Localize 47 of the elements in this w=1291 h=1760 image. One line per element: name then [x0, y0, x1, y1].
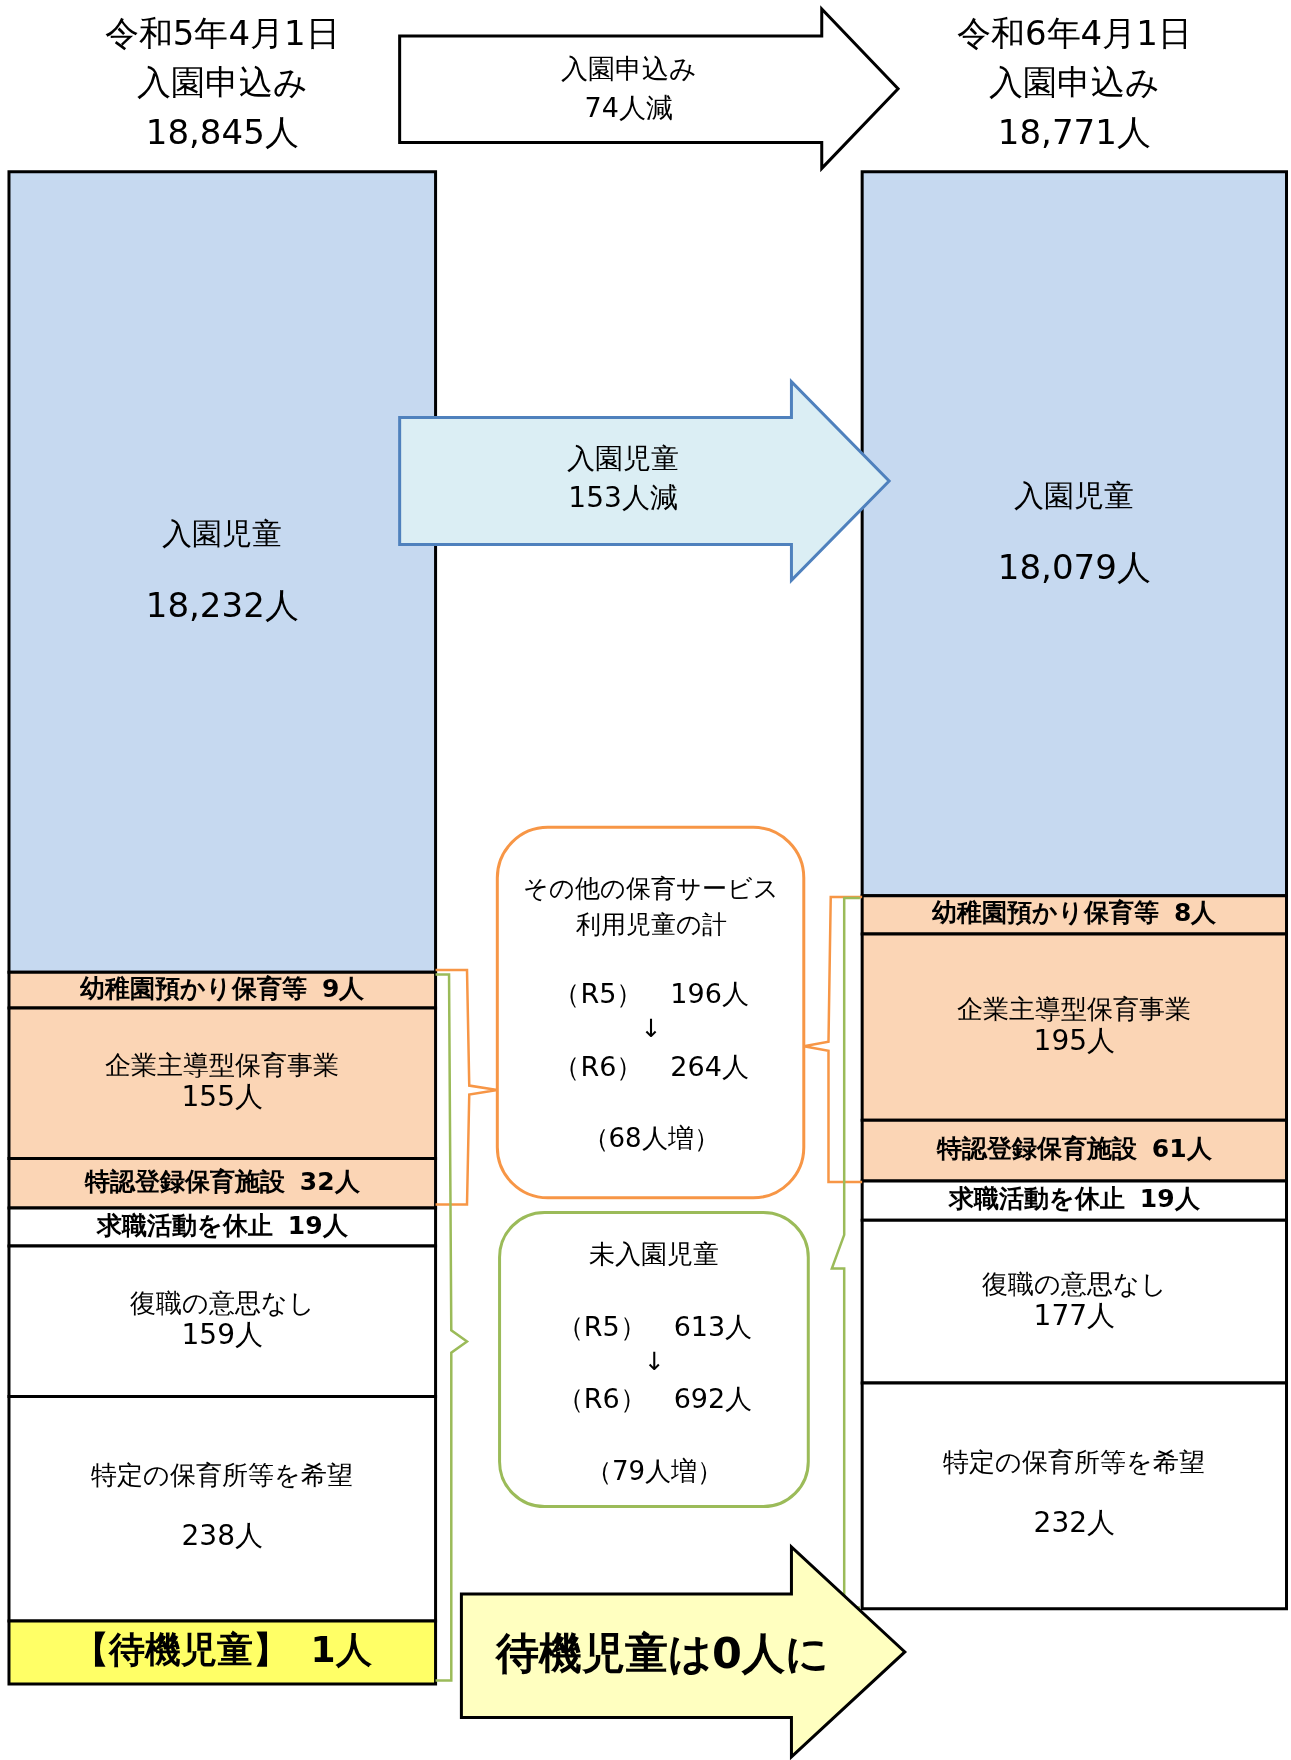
category-label: 令和5年4月1日: [104, 12, 340, 53]
text: 復職の意思なし: [981, 1268, 1167, 1299]
text: 入園申込み 18,845人: [136, 62, 308, 152]
data-label: 18,079人: [997, 546, 1151, 587]
text: ↓: [640, 1014, 662, 1044]
text: 入園申込み 74人減: [560, 52, 697, 124]
text: 求職活動を休止: [949, 1184, 1126, 1214]
text: 待機児童は0人に: [493, 1628, 829, 1679]
text: （R5） 613人: [556, 1311, 753, 1343]
text: （R6） 264人: [553, 1050, 749, 1082]
data-label: 61人: [1151, 1134, 1213, 1164]
data-label: 19人: [287, 1210, 349, 1240]
text: 企業主導型保育事業: [957, 994, 1192, 1025]
text: （R6） 692人: [556, 1383, 753, 1415]
data-label: 8人: [1174, 898, 1218, 928]
series-label: 求職活動を休止: [95, 1210, 273, 1240]
text: 未入園児童: [589, 1238, 720, 1269]
text: 入園児童: [162, 515, 283, 551]
data-label: 177人: [1033, 1298, 1116, 1332]
series-label: 入園児童: [1014, 477, 1135, 513]
data-label: 9人: [321, 973, 366, 1003]
text: 入園児童 153人減: [567, 441, 680, 514]
data-label: 19人: [1139, 1184, 1201, 1214]
series-label: 特定の保育所等を希望: [943, 1447, 1206, 1478]
text: 幼稚園預かり保育等: [932, 898, 1160, 928]
text: （79人増）: [585, 1455, 724, 1486]
text: ↓: [644, 1347, 665, 1377]
data-label: 238人: [181, 1519, 263, 1553]
data-label: 232人: [1033, 1506, 1116, 1540]
text: （R5） 196人: [553, 977, 749, 1009]
series-label: 復職の意思なし: [129, 1288, 315, 1319]
text: その他の保育サービス利用児童の計: [523, 873, 780, 939]
data-label: 18,232人: [145, 584, 299, 625]
text: 入園申込み 18,771人: [988, 62, 1160, 152]
data-label: 155人: [181, 1080, 263, 1114]
data-label: 32人: [299, 1166, 361, 1196]
text: （68人増）: [582, 1123, 720, 1154]
data-label: 1人: [310, 1628, 372, 1670]
series-label: 企業主導型保育事業: [105, 1050, 340, 1081]
series-label: 【待機児童】: [72, 1628, 289, 1670]
series-label: 幼稚園預かり保育等: [80, 973, 308, 1003]
data-label: 159人: [181, 1318, 263, 1352]
text: 特定の保育所等を希望: [91, 1460, 354, 1491]
series-label: 特認登録保育施設: [83, 1166, 286, 1196]
data-label: 195人: [1033, 1024, 1116, 1058]
text: 特認登録保育施設: [937, 1134, 1138, 1164]
category-label: 令和6年4月1日: [956, 12, 1192, 53]
